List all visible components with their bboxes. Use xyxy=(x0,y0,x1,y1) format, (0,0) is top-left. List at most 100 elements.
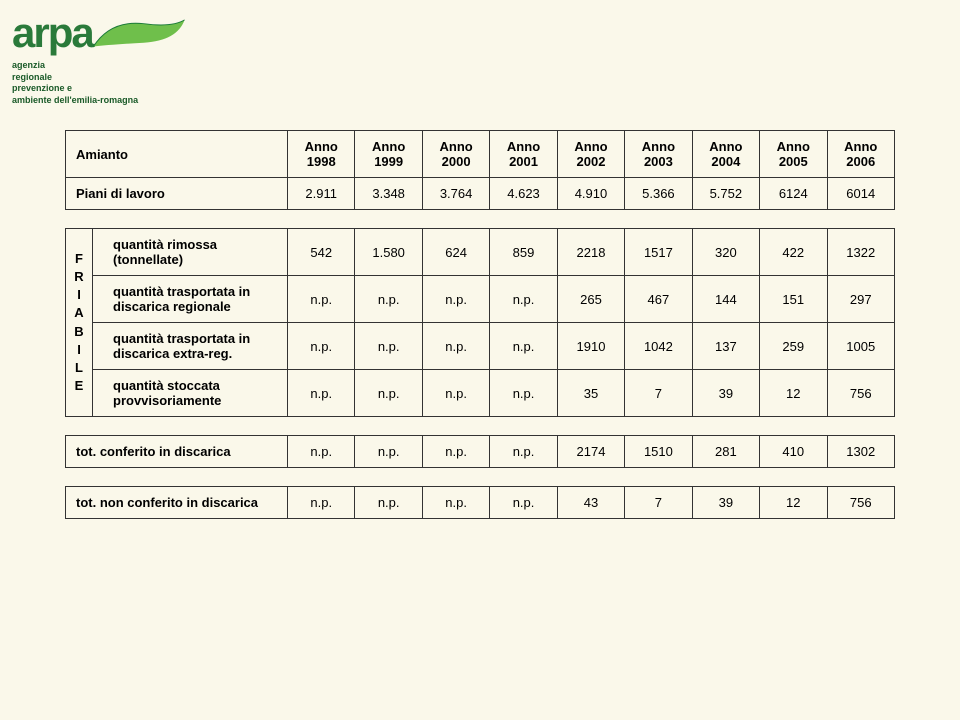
cell: 2174 xyxy=(557,436,624,468)
cell: n.p. xyxy=(355,276,422,323)
cell: n.p. xyxy=(288,323,355,370)
row-stoccata: quantità stoccata provvisoriamente n.p. … xyxy=(66,370,895,417)
cell: 4.623 xyxy=(490,178,557,210)
cell: 7 xyxy=(625,370,692,417)
header-year: Anno 2005 xyxy=(760,131,827,178)
cell: n.p. xyxy=(288,436,355,468)
cell: 12 xyxy=(760,370,827,417)
spacer xyxy=(66,468,895,487)
header-year: Anno 2003 xyxy=(625,131,692,178)
amianto-table: Amianto Anno 1998 Anno 1999 Anno 2000 An… xyxy=(65,130,895,519)
cell: 43 xyxy=(557,487,624,519)
row-piani: Piani di lavoro 2.911 3.348 3.764 4.623 … xyxy=(66,178,895,210)
cell: 137 xyxy=(692,323,759,370)
cell: 7 xyxy=(625,487,692,519)
cell: 151 xyxy=(760,276,827,323)
cell: 422 xyxy=(760,229,827,276)
logo-word: arpa xyxy=(12,12,93,54)
header-year: Anno 2006 xyxy=(827,131,895,178)
cell: 1517 xyxy=(625,229,692,276)
cell: 259 xyxy=(760,323,827,370)
logo-sub-line4: ambiente dell'emilia-romagna xyxy=(12,95,192,107)
row-trasportata-extra: quantità trasportata in discarica extra-… xyxy=(66,323,895,370)
cell: n.p. xyxy=(422,370,489,417)
cell: 542 xyxy=(288,229,355,276)
header-year: Anno 2004 xyxy=(692,131,759,178)
cell: 5.366 xyxy=(625,178,692,210)
cell: 320 xyxy=(692,229,759,276)
cell: n.p. xyxy=(422,323,489,370)
cell: 2218 xyxy=(557,229,624,276)
row-label: quantità stoccata provvisoriamente xyxy=(93,370,288,417)
row-label: quantità trasportata in discarica extra-… xyxy=(93,323,288,370)
row-trasportata-regionale: quantità trasportata in discarica region… xyxy=(66,276,895,323)
row-tot-non-conferito: tot. non conferito in discarica n.p. n.p… xyxy=(66,487,895,519)
logo-sub-line1: agenzia xyxy=(12,60,192,72)
cell: 3.348 xyxy=(355,178,422,210)
cell: 144 xyxy=(692,276,759,323)
cell: 6124 xyxy=(760,178,827,210)
logo-top: arpa xyxy=(12,12,192,56)
cell: 265 xyxy=(557,276,624,323)
row-label: tot. conferito in discarica xyxy=(66,436,288,468)
logo: arpa agenzia regionale prevenzione e amb… xyxy=(12,12,192,107)
row-label: Piani di lavoro xyxy=(66,178,288,210)
cell: n.p. xyxy=(355,370,422,417)
cell: 3.764 xyxy=(422,178,489,210)
cell: n.p. xyxy=(422,276,489,323)
spacer xyxy=(66,417,895,436)
cell: 624 xyxy=(422,229,489,276)
cell: 281 xyxy=(692,436,759,468)
cell: 467 xyxy=(625,276,692,323)
row-label: tot. non conferito in discarica xyxy=(66,487,288,519)
cell: 1302 xyxy=(827,436,895,468)
cell: 5.752 xyxy=(692,178,759,210)
cell: n.p. xyxy=(490,370,557,417)
header-year: Anno 2000 xyxy=(422,131,489,178)
cell: n.p. xyxy=(288,370,355,417)
cell: 297 xyxy=(827,276,895,323)
header-label: Amianto xyxy=(66,131,288,178)
cell: n.p. xyxy=(288,276,355,323)
cell: n.p. xyxy=(355,436,422,468)
row-label: quantità trasportata in discarica region… xyxy=(93,276,288,323)
cell: n.p. xyxy=(490,436,557,468)
cell: 1510 xyxy=(625,436,692,468)
table-header-row: Amianto Anno 1998 Anno 1999 Anno 2000 An… xyxy=(66,131,895,178)
cell: n.p. xyxy=(422,487,489,519)
cell: n.p. xyxy=(288,487,355,519)
cell: 12 xyxy=(760,487,827,519)
cell: 1322 xyxy=(827,229,895,276)
vertical-label: FRIABILE xyxy=(66,229,93,417)
cell: 1005 xyxy=(827,323,895,370)
cell: 1.580 xyxy=(355,229,422,276)
cell: n.p. xyxy=(355,487,422,519)
cell: 2.911 xyxy=(288,178,355,210)
cell: n.p. xyxy=(490,276,557,323)
cell: n.p. xyxy=(490,487,557,519)
cell: 4.910 xyxy=(557,178,624,210)
cell: 1910 xyxy=(557,323,624,370)
logo-subtitle: agenzia regionale prevenzione e ambiente… xyxy=(12,60,192,107)
cell: 859 xyxy=(490,229,557,276)
cell: 1042 xyxy=(625,323,692,370)
row-rimossa: FRIABILE quantità rimossa (tonnellate) 5… xyxy=(66,229,895,276)
header-year: Anno 2001 xyxy=(490,131,557,178)
cell: 6014 xyxy=(827,178,895,210)
cell: n.p. xyxy=(422,436,489,468)
header-year: Anno 1998 xyxy=(288,131,355,178)
header-year: Anno 1999 xyxy=(355,131,422,178)
logo-swoosh-icon xyxy=(89,18,189,56)
cell: 756 xyxy=(827,370,895,417)
row-tot-conferito: tot. conferito in discarica n.p. n.p. n.… xyxy=(66,436,895,468)
cell: n.p. xyxy=(490,323,557,370)
logo-sub-line3: prevenzione e xyxy=(12,83,192,95)
row-label: quantità rimossa (tonnellate) xyxy=(93,229,288,276)
cell: 756 xyxy=(827,487,895,519)
cell: 39 xyxy=(692,370,759,417)
cell: 410 xyxy=(760,436,827,468)
table-container: Amianto Anno 1998 Anno 1999 Anno 2000 An… xyxy=(65,130,895,519)
header-year: Anno 2002 xyxy=(557,131,624,178)
logo-sub-line2: regionale xyxy=(12,72,192,84)
spacer xyxy=(66,210,895,229)
